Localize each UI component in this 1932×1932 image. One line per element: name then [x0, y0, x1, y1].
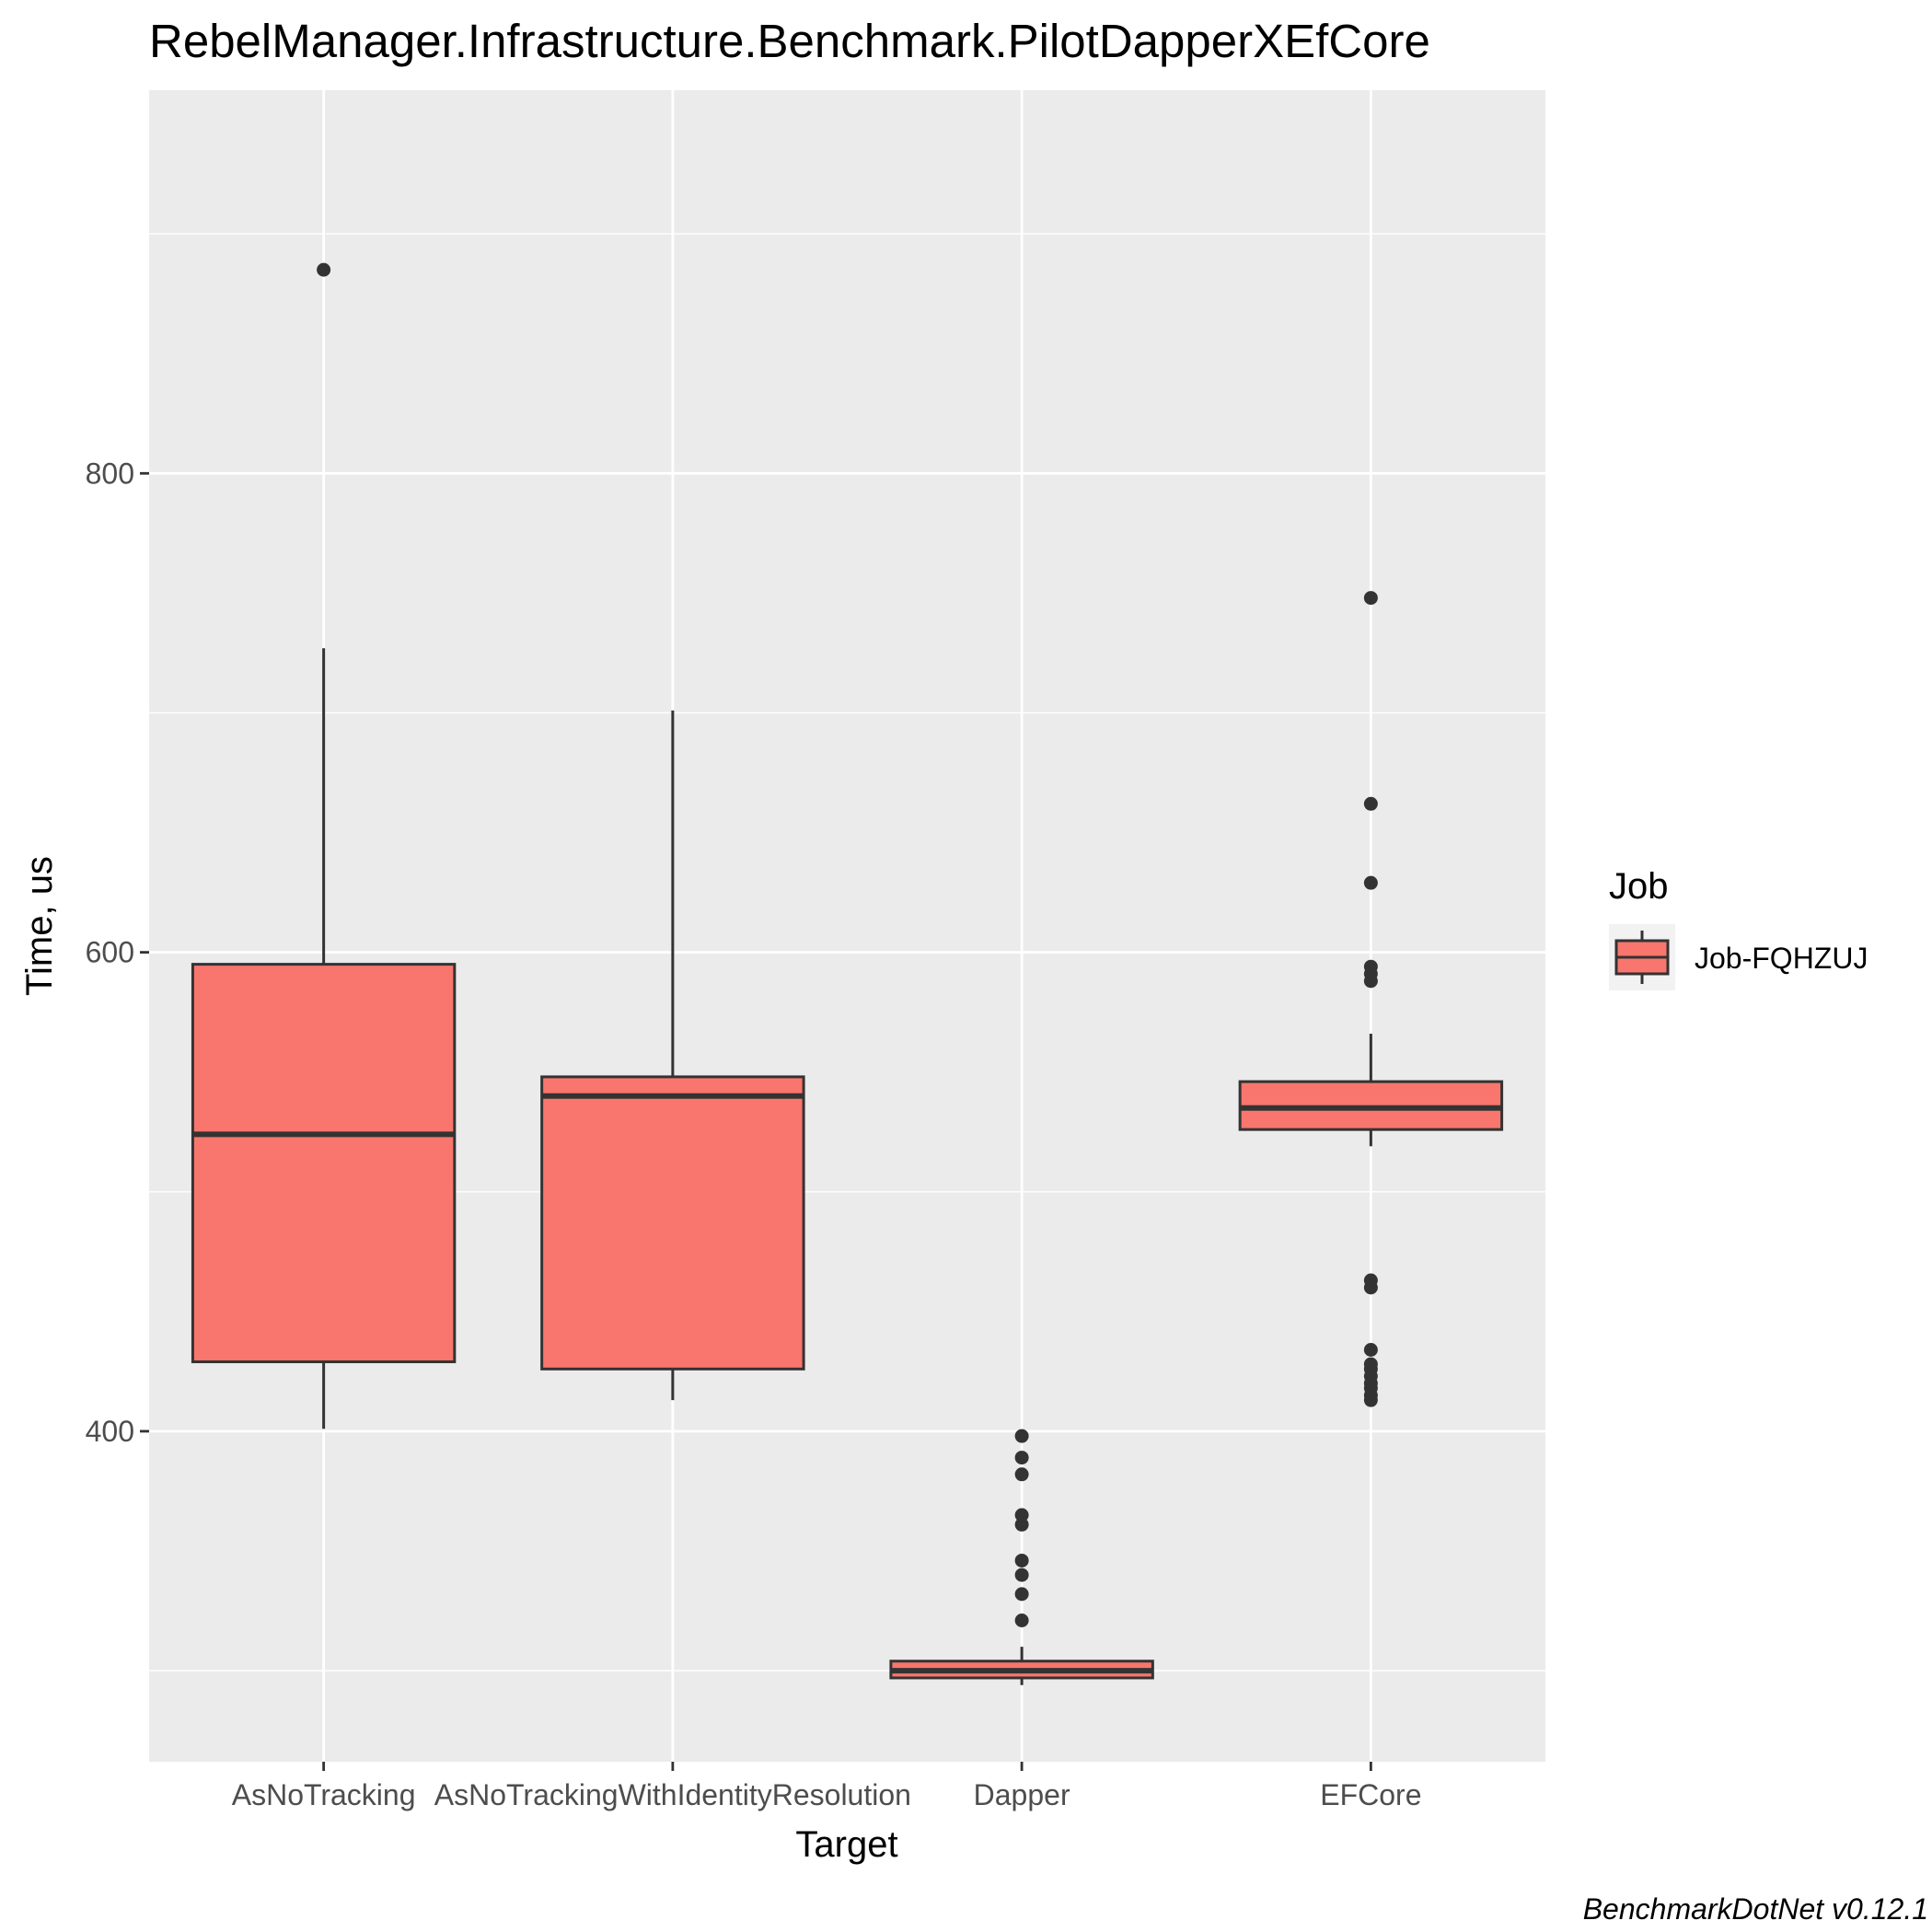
- outlier-point: [1014, 1613, 1029, 1627]
- axis-layer: 400 600 800 AsNoTracking AsNoTrackingWithIde…: [86, 457, 1422, 1811]
- outlier-point: [1363, 796, 1378, 811]
- outlier-point: [1014, 1451, 1029, 1465]
- y-tick-label: 400: [86, 1415, 134, 1448]
- outlier-point: [1363, 1273, 1378, 1288]
- x-tick-label: AsNoTrackingWithIdentityResolution: [434, 1778, 911, 1811]
- x-axis-title: Target: [795, 1824, 897, 1865]
- x-tick-label: AsNoTracking: [232, 1778, 416, 1811]
- outlier-point: [1014, 1517, 1029, 1532]
- panel-background: [149, 90, 1545, 1762]
- x-tick-label: EFCore: [1320, 1778, 1421, 1811]
- x-tick-label: Dapper: [974, 1778, 1070, 1811]
- legend-label-job: Job-FQHZUJ: [1695, 942, 1868, 975]
- legend: Job Job-FQHZUJ: [1609, 866, 1868, 990]
- outlier-point: [1363, 959, 1378, 974]
- outlier-point: [1363, 875, 1378, 890]
- outlier-point: [1014, 1587, 1029, 1602]
- box-layer: [191, 262, 1504, 1685]
- y-tick-label: 600: [86, 936, 134, 969]
- outlier-point: [1363, 1343, 1378, 1358]
- outlier-point: [1014, 1553, 1029, 1568]
- caption: BenchmarkDotNet v0.12.1: [1583, 1892, 1928, 1926]
- outlier-point: [1014, 1508, 1029, 1522]
- box-asnotracking: [191, 262, 457, 1429]
- outlier-point: [1014, 1467, 1029, 1482]
- box-dapper: [889, 1429, 1154, 1685]
- box-iqr: [191, 963, 457, 1364]
- y-axis-title: Time, us: [19, 856, 60, 996]
- y-tick-label: 800: [86, 457, 134, 490]
- outlier-point: [1363, 591, 1378, 606]
- box-iqr: [540, 1075, 805, 1371]
- box-asnotrackingwithidentityresolution: [540, 710, 805, 1401]
- chart-title: RebelManager.Infrastructure.Benchmark.Pi…: [149, 15, 1430, 67]
- outlier-point: [1014, 1429, 1029, 1443]
- box-efcore: [1238, 591, 1504, 1407]
- outlier-point: [317, 262, 331, 277]
- outlier-point: [1014, 1568, 1029, 1582]
- outlier-point: [1363, 1357, 1378, 1371]
- legend-title: Job: [1609, 866, 1669, 907]
